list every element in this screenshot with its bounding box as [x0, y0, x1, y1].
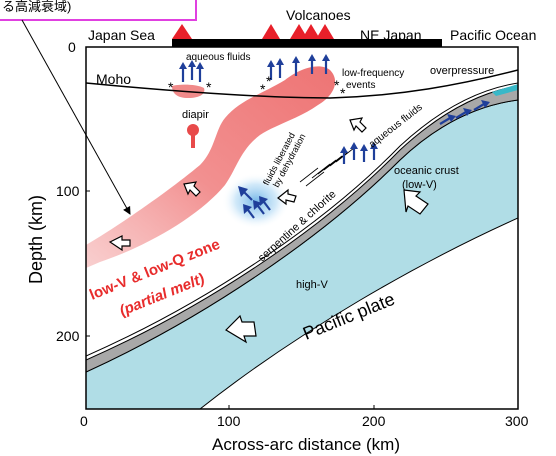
callout-box: る高減衰域) — [0, 0, 197, 215]
dehydration-hatches — [299, 147, 355, 187]
diapir-label: diapir — [182, 109, 209, 121]
flow-arrow-icon — [183, 181, 201, 197]
fluid-arrows-top — [179, 54, 330, 82]
fluid-arrow-icon — [340, 146, 348, 164]
moho-line — [86, 69, 518, 99]
y-tick-label: 200 — [56, 328, 80, 344]
aqueous-fluids-top-label: aqueous fluids — [186, 52, 251, 63]
flow-arrow-icon — [108, 235, 131, 252]
events-label: events — [346, 80, 375, 91]
volcano-icon — [302, 24, 320, 39]
y-axis: 0 100 200 Depth (km) — [26, 39, 90, 344]
overpressure-label: overpressure — [430, 65, 494, 77]
ne-japan-label: NE Japan — [360, 27, 421, 43]
partial-melt-zone — [86, 66, 336, 268]
fluid-arrow-icon — [196, 62, 204, 82]
crust-top-line — [86, 82, 518, 357]
fluid-arrow-icon — [473, 100, 490, 111]
pacific-ocean-label: Pacific Ocean — [450, 27, 536, 43]
fluid-arrow-icon — [243, 204, 255, 219]
svg-text:*: * — [334, 77, 340, 93]
trench-water — [492, 84, 518, 96]
svg-text:*: * — [206, 79, 212, 95]
y-tick-label: 0 — [68, 39, 76, 55]
fluid-arrow-icon — [308, 54, 316, 74]
x-tick-label: 200 — [362, 413, 386, 429]
callout-text: る高減衰域) — [2, 0, 71, 14]
y-tick-label: 100 — [56, 183, 80, 199]
fluid-arrow-icon — [350, 142, 358, 160]
svg-text:*: * — [266, 73, 272, 89]
flow-arrow-icon — [349, 117, 367, 133]
flow-arrow-icon — [403, 189, 429, 215]
low-frequency-events: * * * * * * — [168, 73, 346, 101]
volcanoes-label: Volcanoes — [286, 7, 351, 23]
fluid-arrow-icon — [370, 142, 378, 160]
high-v-label: high-V — [296, 279, 328, 291]
low-v-crust-label: (low-V) — [402, 179, 437, 191]
x-tick-label: 300 — [505, 413, 529, 429]
fluid-arrow-icon — [188, 60, 196, 80]
fluid-arrow-icon — [292, 56, 300, 76]
low-frequency-label: low-frequency — [342, 68, 404, 79]
volcano-icon — [262, 24, 280, 39]
fluid-arrow-icon — [259, 196, 271, 211]
japan-sea-label: Japan Sea — [88, 27, 155, 43]
plot-area — [86, 66, 518, 409]
plot-frame — [85, 46, 519, 410]
fluid-arrows-slab — [340, 100, 490, 164]
arc-bar — [172, 39, 442, 47]
x-axis: 0 100 200 300 Across-arc distance (km) — [80, 405, 529, 454]
fluid-arrow-icon — [439, 114, 456, 125]
flow-arrow-icon — [225, 314, 257, 344]
fluid-arrow-icon — [238, 186, 253, 201]
fluid-arrow-icon — [276, 58, 284, 78]
x-tick-label: 0 — [80, 413, 88, 429]
x-tick-label: 100 — [217, 413, 241, 429]
volcano-icon — [172, 24, 192, 39]
diapir-icon — [187, 124, 199, 148]
fluid-arrow-icon — [179, 62, 187, 82]
flow-arrow-icon — [277, 188, 297, 206]
moho-label: Moho — [96, 71, 131, 87]
oceanic-crust — [86, 85, 518, 373]
svg-text:*: * — [168, 79, 174, 95]
volcanoes — [172, 24, 334, 39]
y-axis-label: Depth (km) — [26, 195, 46, 284]
volcano-icon — [316, 24, 334, 39]
x-axis-label: Across-arc distance (km) — [212, 435, 400, 454]
callout-pointer — [21, 19, 131, 215]
fluid-arrow-icon — [360, 144, 368, 162]
fluid-arrow-icon — [267, 60, 275, 80]
svg-text:*: * — [260, 81, 266, 97]
fluid-arrows-glow — [238, 186, 271, 219]
volcano-icon — [290, 24, 308, 39]
svg-text:*: * — [340, 85, 346, 101]
oceanic-crust-label: oceanic crust — [394, 165, 459, 177]
fluid-arrow-icon — [455, 108, 472, 119]
flow-arrows — [108, 117, 429, 344]
fluid-arrow-icon — [322, 54, 330, 74]
